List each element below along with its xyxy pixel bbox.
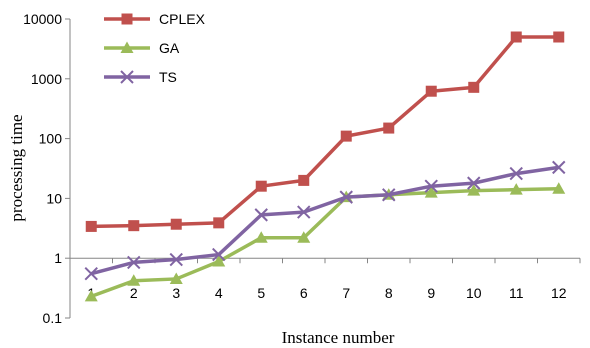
data-point-ga bbox=[212, 255, 226, 267]
x-tick-label: 7 bbox=[342, 285, 350, 301]
data-point-ts bbox=[254, 208, 268, 222]
y-tick-labels: 0.1 1 10 100 1000 10000 bbox=[23, 11, 62, 326]
data-point-cplex bbox=[213, 217, 225, 229]
x-tick-label: 4 bbox=[215, 285, 223, 301]
data-point-ga bbox=[467, 184, 481, 196]
data-point-ts bbox=[467, 176, 481, 190]
data-point-cplex bbox=[425, 85, 437, 97]
x-tick-label: 10 bbox=[466, 285, 482, 301]
data-point-ga bbox=[127, 274, 141, 286]
y-tick-label: 1 bbox=[54, 250, 62, 266]
data-point-cplex bbox=[255, 180, 267, 192]
legend-label: GA bbox=[159, 40, 180, 56]
x-tick-label: 12 bbox=[551, 285, 567, 301]
data-point-cplex bbox=[298, 174, 310, 186]
data-point-ts bbox=[424, 179, 438, 193]
data-point-ts bbox=[297, 205, 311, 219]
data-point-cplex bbox=[128, 220, 140, 232]
x-tick-label: 6 bbox=[300, 285, 308, 301]
x-tick-label: 9 bbox=[427, 285, 435, 301]
data-point-ts bbox=[84, 267, 98, 281]
x-tick-label: 8 bbox=[385, 285, 393, 301]
data-point-ga bbox=[552, 182, 566, 194]
legend-item-cplex: CPLEX bbox=[104, 11, 206, 27]
data-point-ts bbox=[552, 160, 566, 175]
data-point-ts bbox=[169, 252, 183, 267]
legend-swatch-marker bbox=[121, 13, 133, 25]
y-axis-title: processing time bbox=[7, 114, 26, 221]
series-ga bbox=[84, 182, 566, 302]
data-point-cplex bbox=[383, 122, 395, 134]
data-point-ts bbox=[212, 247, 226, 262]
data-point-cplex bbox=[468, 81, 480, 93]
data-point-ts bbox=[382, 188, 396, 202]
series-line-cplex bbox=[91, 35, 559, 229]
y-tick-label: 10 bbox=[46, 190, 62, 206]
series-ts bbox=[84, 160, 566, 281]
data-point-cplex bbox=[340, 130, 352, 142]
legend-swatch-marker bbox=[120, 70, 134, 84]
y-tick-label: 10000 bbox=[23, 11, 62, 27]
legend-label: TS bbox=[159, 69, 177, 85]
legend: CPLEX GA TS bbox=[104, 11, 206, 85]
x-tick-labels: 123456789101112 bbox=[87, 285, 566, 301]
data-point-ts bbox=[509, 166, 523, 181]
x-tick-label: 5 bbox=[257, 285, 265, 301]
legend-item-ga: GA bbox=[104, 40, 180, 56]
legend-item-ts: TS bbox=[104, 69, 177, 85]
data-point-cplex bbox=[510, 31, 522, 43]
data-point-ts bbox=[339, 190, 353, 204]
y-tick-label: 0.1 bbox=[43, 310, 63, 326]
x-tick-label: 3 bbox=[172, 285, 180, 301]
y-tick-label: 1000 bbox=[31, 71, 62, 87]
x-tick-label: 11 bbox=[509, 285, 524, 301]
series-cplex bbox=[85, 31, 565, 232]
x-axis-title: Instance number bbox=[282, 328, 395, 347]
data-point-ga bbox=[509, 183, 523, 195]
data-point-ga bbox=[169, 272, 183, 284]
data-point-cplex bbox=[553, 31, 565, 43]
data-point-cplex bbox=[170, 218, 182, 230]
data-point-ga bbox=[84, 289, 98, 302]
legend-label: CPLEX bbox=[159, 11, 206, 27]
data-point-ga bbox=[254, 231, 268, 243]
data-point-ga bbox=[424, 186, 438, 198]
series-layer bbox=[84, 31, 566, 302]
series-line-ts bbox=[90, 165, 560, 276]
data-point-cplex bbox=[85, 220, 97, 232]
axes bbox=[65, 18, 581, 319]
data-point-ga bbox=[297, 231, 311, 243]
legend-swatch-marker bbox=[120, 41, 134, 53]
data-point-ts bbox=[127, 255, 141, 270]
series-line-ga bbox=[90, 187, 559, 299]
y-tick-label: 100 bbox=[39, 131, 63, 147]
x-tick-label: 2 bbox=[130, 285, 138, 301]
